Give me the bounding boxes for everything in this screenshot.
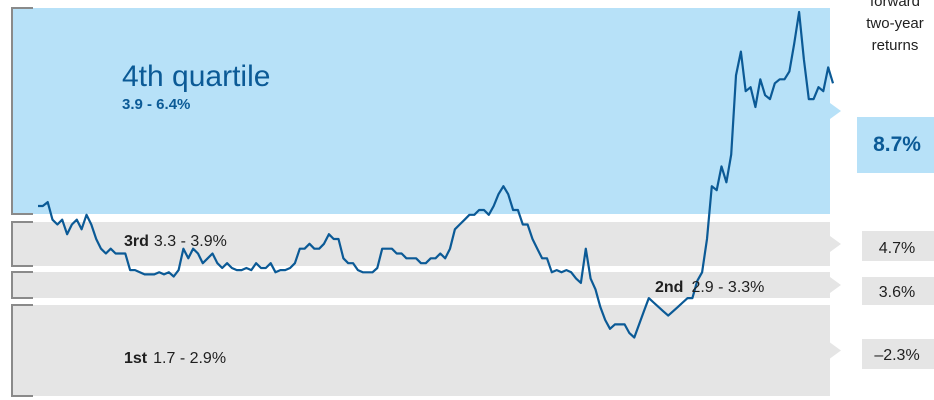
- q2-band-arrow: [830, 277, 841, 293]
- q4-return-box: [857, 117, 934, 173]
- q1-label: 1st: [124, 350, 148, 367]
- q2-label: 2nd: [655, 279, 683, 296]
- q4-return-value: 8.7%: [873, 133, 921, 156]
- q4-band-arrow: [830, 103, 841, 119]
- header-line-3: returns: [872, 37, 919, 54]
- quartile-bands: [12, 8, 830, 396]
- q4-label: 4th quartile: [122, 60, 270, 93]
- series-line: [38, 10, 835, 339]
- q3-label: 3rd: [124, 233, 149, 250]
- q3-band: [12, 222, 830, 266]
- q1-return-value: –2.3%: [874, 347, 919, 364]
- header-line-2: two-year: [866, 15, 924, 32]
- q1-return-box: [862, 339, 934, 369]
- q3-label-group: 3rd 3.3 - 3.9%: [124, 233, 227, 250]
- q3-band-arrow: [830, 236, 841, 252]
- q3-range: 3.3 - 3.9%: [154, 233, 227, 250]
- q4-bracket: [11, 7, 33, 215]
- q1-band: [12, 305, 830, 396]
- q2-bracket: [11, 271, 33, 299]
- q2-return-value: 3.6%: [879, 284, 915, 301]
- q4-range: 3.9 - 6.4%: [122, 96, 190, 113]
- q2-return-box: [862, 277, 934, 305]
- header-line-1: forward: [870, 0, 920, 10]
- q2-range: 2.9 - 3.3%: [691, 279, 764, 296]
- quartile-arrows: [830, 103, 841, 359]
- q1-bracket: [11, 304, 33, 397]
- quartile-brackets: [11, 7, 33, 397]
- q3-return-box: [862, 231, 934, 261]
- q2-label-group: 2nd 2.9 - 3.3%: [655, 279, 764, 296]
- q3-bracket: [11, 221, 33, 267]
- q1-range: 1.7 - 2.9%: [153, 350, 226, 367]
- q4-band: [12, 8, 830, 214]
- q1-label-group: 1st 1.7 - 2.9%: [124, 350, 226, 367]
- q3-return-value: 4.7%: [879, 240, 915, 257]
- q1-band-arrow: [830, 342, 841, 359]
